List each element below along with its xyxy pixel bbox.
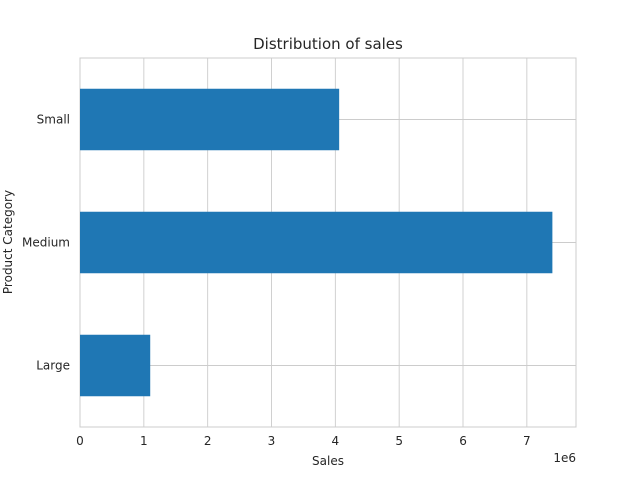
y-tick-label: Medium — [22, 236, 70, 250]
x-tick-label: 7 — [523, 434, 531, 448]
x-axis-label: Sales — [312, 454, 344, 468]
x-tick-label: 6 — [459, 434, 467, 448]
x-tick-label: 4 — [332, 434, 340, 448]
y-tick-label: Large — [36, 359, 70, 373]
x-tick-label: 1 — [140, 434, 148, 448]
bar-large — [80, 334, 151, 397]
bar-medium — [80, 211, 553, 274]
x-tick-label: 5 — [395, 434, 403, 448]
bars — [80, 88, 553, 397]
y-tick-labels: Large Medium Small — [22, 113, 70, 373]
x-tick-label: 0 — [76, 434, 84, 448]
x-tick-labels: 0 1 2 3 4 5 6 7 — [76, 434, 530, 448]
x-tick-label: 2 — [204, 434, 212, 448]
x-tick-label: 3 — [268, 434, 276, 448]
chart-title: Distribution of sales — [253, 35, 403, 53]
y-tick-label: Small — [37, 113, 70, 127]
x-scale-label: 1e6 — [553, 451, 576, 465]
bar-small — [80, 88, 340, 151]
y-axis-label: Product Category — [1, 190, 15, 294]
